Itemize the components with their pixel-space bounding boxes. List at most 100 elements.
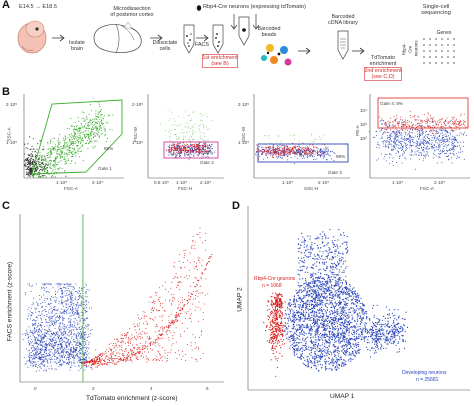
brain-icon — [93, 21, 142, 54]
b3-ytick-0: 2·10⁵ — [238, 102, 250, 107]
panel-b: SSC-A FSC-A 2·10⁵ 1·10⁵ 1·10⁵ 2·10⁵ Gate… — [0, 88, 474, 194]
b4-xlabel: FSC-A — [420, 186, 434, 191]
c-xlabel: TdTomato enrichment (z-score) — [86, 395, 178, 402]
b2-xtick-0: 0.5·10⁵ — [154, 180, 169, 185]
b1-xtick-1: 2·10⁵ — [92, 180, 104, 185]
c-xtick-0: 0 — [34, 386, 37, 391]
d-red-label: Rbp4-Cre neurons — [254, 276, 296, 282]
panel-c: FACS enrichment (z-score) TdTomato enric… — [0, 200, 232, 406]
panel-letter-b: B — [2, 86, 10, 98]
library-tube-icon — [337, 30, 349, 60]
b3-ytick-1: 1·10⁵ — [238, 140, 250, 145]
b3-pct: 99% — [336, 154, 346, 159]
beads-label: Barcoded beads — [257, 26, 281, 39]
single-cell-label: Single-cell sequencing — [421, 4, 451, 17]
second-enrich-label: 2nd enrichment (see C,D) — [364, 68, 402, 81]
arrow-icon — [298, 47, 311, 55]
d-xlabel: UMAP 1 — [330, 393, 355, 400]
debris-points — [23, 134, 67, 178]
d-red-n: n = 1068 — [262, 283, 282, 289]
arrow-icon — [150, 34, 163, 42]
d-blue-n: n = 25681 — [416, 377, 439, 383]
gate1-plot — [23, 94, 124, 179]
rbp4-neuron-points — [263, 279, 287, 377]
tdtomato-enrich-label: TdTomato enrichment — [369, 55, 397, 68]
gate3-rect — [257, 143, 349, 163]
c-xtick-1: 2 — [92, 386, 95, 391]
umap-plot — [247, 206, 470, 391]
d-blue-label: Developing neurons — [402, 370, 447, 376]
cluster-island-points — [383, 311, 409, 353]
enrichment-scatter — [19, 214, 224, 383]
gated-red-points — [255, 142, 328, 160]
b2-xtick-1: 1·10⁵ — [176, 180, 188, 185]
panel-letter-d: D — [232, 200, 240, 212]
arrow-icon — [52, 34, 65, 42]
rbp4cre-neurons-label: Rbp4-Cre neurons — [401, 40, 420, 57]
outer-points — [264, 133, 324, 145]
negative-points — [368, 119, 467, 170]
c-xtick-3: 6 — [206, 386, 209, 391]
b4-ytick-1: 10³ — [360, 122, 367, 127]
b2-ytick-1: 1·10⁵ — [132, 140, 144, 145]
b1-ytick-0: 2·10⁵ — [6, 102, 18, 107]
arrow-icon — [352, 47, 365, 55]
enriched-points — [80, 227, 209, 364]
b4-xtick-0: 1·10⁵ — [392, 180, 404, 185]
panel-letter-a: A — [2, 0, 10, 11]
b1-pct: 55% — [104, 146, 114, 151]
panel-d: UMAP 2 UMAP 1 Rbp4-Cre neurons n = 1068 … — [232, 200, 474, 406]
dissociate-label: Dissociate cells — [152, 40, 178, 53]
tube-icon — [238, 16, 250, 46]
b2-pct: 98% — [204, 150, 214, 155]
legend-neurons: Rbp4-Cre neurons (expressing tdTomato) — [203, 4, 306, 10]
gate2-rect — [163, 141, 219, 159]
genes-label: Genes — [436, 30, 452, 36]
b3-xlabel: SSC-H — [304, 186, 319, 191]
developing-neuron-points — [283, 229, 368, 372]
c-ylabel: FACS enrichment (z-score) — [6, 261, 14, 342]
stage-label: E14.5 → E18.5 — [19, 4, 57, 10]
b2-xlabel: FSC-H — [178, 186, 193, 191]
b2-ytick-0: 2·10⁵ — [132, 102, 144, 107]
gated-red-points — [166, 140, 211, 157]
beads-icon — [261, 44, 292, 66]
b3-xtick-1: 2·10⁵ — [318, 180, 330, 185]
outer-points — [160, 110, 212, 148]
isolate-label: Isolate brain — [69, 40, 85, 53]
b1-xtick-0: 1·10⁵ — [56, 180, 68, 185]
b1-ytick-1: 1·10⁵ — [6, 140, 18, 145]
tube-icon — [183, 24, 195, 54]
neuron-legend-icon — [196, 5, 202, 11]
facs-label: FACS — [194, 42, 210, 48]
b4-ytick-2: 10² — [360, 136, 367, 141]
enrich-box — [364, 67, 402, 81]
rbp4-neuron-points — [270, 292, 286, 315]
heatmap-grid-icon — [423, 38, 455, 64]
b2-gate-label: Gate 2 — [200, 160, 214, 165]
b4-gate-label: Gate 4: 8% — [380, 101, 403, 106]
enrich-box — [202, 54, 238, 68]
b1-gate-label: Gate 1 — [98, 166, 112, 171]
b2-xtick-2: 2·10⁵ — [200, 180, 212, 185]
b1-xlabel: FSC-A — [64, 186, 78, 191]
panel-a: E14.5 → E18.5 Isolate brain Microdissect… — [0, 0, 474, 86]
b3-xtick-0: 1·10⁵ — [282, 180, 294, 185]
embryo-icon — [17, 20, 47, 54]
positive-points — [379, 110, 467, 137]
background-points — [22, 283, 97, 372]
gate3-plot — [253, 94, 350, 179]
cdna-label: Barcoded cDNA library — [328, 14, 358, 27]
gate1-polygon — [31, 99, 123, 175]
d-ylabel: UMAP 2 — [236, 287, 244, 312]
b4-xtick-1: 2·10⁵ — [434, 180, 446, 185]
gate2-plot — [147, 94, 224, 179]
b3-gate-label: Gate 3 — [328, 170, 342, 175]
arrow-down-icon — [230, 14, 238, 30]
gate4-rect — [377, 97, 469, 129]
cluster-island-points — [352, 304, 399, 358]
background-top-points — [60, 283, 88, 315]
c-xtick-2: 4 — [150, 386, 153, 391]
arrow-icon — [196, 34, 209, 42]
gate4-plot — [368, 94, 470, 179]
